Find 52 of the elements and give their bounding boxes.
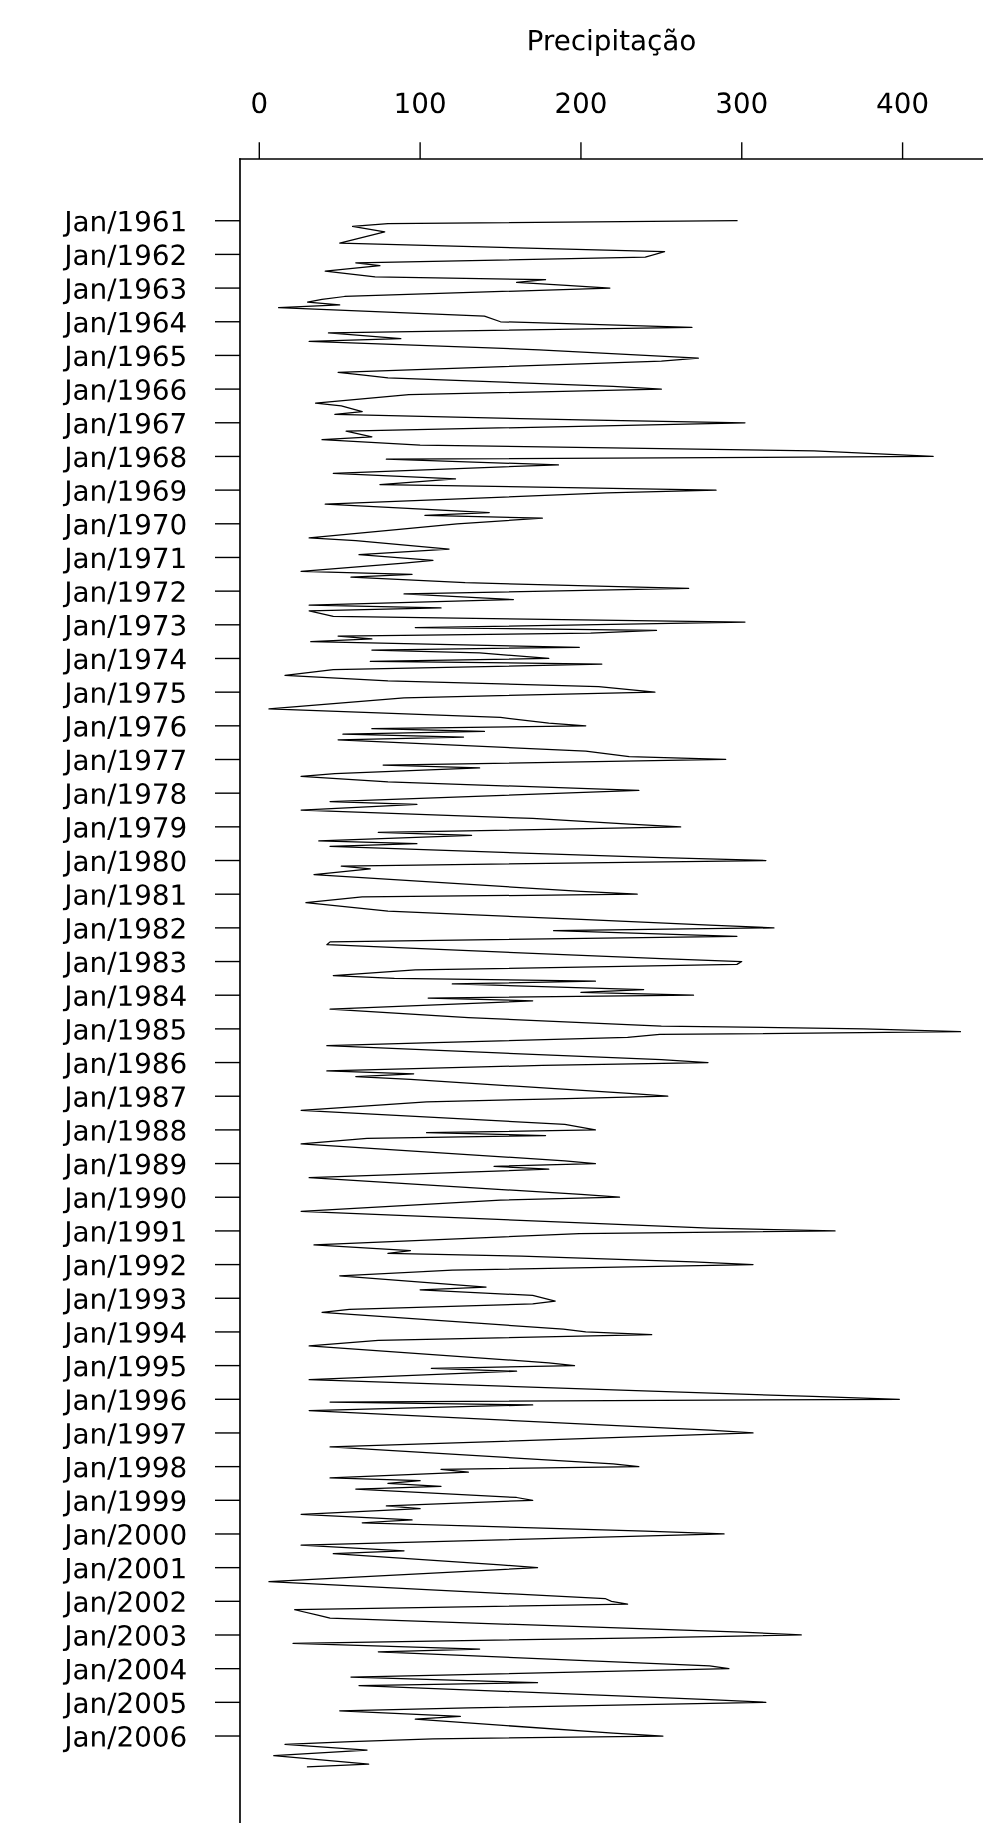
- y-tick-label: Jan/1992: [62, 1254, 185, 1281]
- y-tick-label: Jan/1993: [62, 1288, 185, 1315]
- y-tick-label: Jan/1989: [62, 1153, 186, 1180]
- y-tick-label: Jan/1999: [62, 1490, 186, 1517]
- y-tick-label: Jan/1972: [62, 581, 185, 608]
- x-tick-label: 300: [717, 92, 767, 114]
- y-tick-label: Jan/2000: [62, 1523, 186, 1551]
- y-tick-label: Jan/1964: [62, 311, 186, 338]
- y-tick-label: Jan/1973: [62, 614, 185, 641]
- y-tick-label: Jan/1968: [62, 446, 186, 473]
- y-tick-label: Jan/1970: [62, 513, 186, 540]
- y-tick-label: Jan/1975: [62, 682, 185, 709]
- y-tick-label: Jan/1966: [62, 379, 186, 406]
- y-tick-label: Jan/2003: [62, 1624, 185, 1652]
- y-tick-label: Jan/1991: [62, 1220, 185, 1248]
- y-tick-label: Jan/1984: [62, 985, 186, 1012]
- y-tick-label: Jan/1982: [62, 917, 185, 944]
- y-tick-label: Jan/1971: [62, 547, 185, 574]
- y-tick-label: Jan/1998: [62, 1456, 186, 1483]
- y-tick-label: Jan/1987: [62, 1086, 185, 1113]
- y-tick-label: Jan/1985: [62, 1018, 185, 1045]
- y-tick-label: Jan/1981: [62, 884, 185, 911]
- y-tick-label: Jan/1980: [62, 850, 186, 877]
- y-tick-label: Jan/1995: [62, 1355, 185, 1382]
- y-tick-label: Jan/1969: [62, 480, 186, 507]
- y-tick-label: Jan/2001: [62, 1557, 185, 1584]
- x-tick-label: 400: [877, 92, 928, 114]
- y-tick-label: Jan/2005: [62, 1692, 185, 1719]
- y-tick-label: Jan/2004: [62, 1658, 186, 1685]
- y-tick-label: Jan/1976: [62, 715, 186, 742]
- y-tick-label: Jan/1983: [62, 951, 185, 978]
- y-tick-label: Jan/1996: [62, 1389, 186, 1416]
- y-tick-label: Jan/2002: [62, 1591, 185, 1618]
- y-tick-label: Jan/1979: [62, 816, 186, 843]
- y-tick-label: Jan/2006: [62, 1725, 186, 1753]
- y-tick-label: Jan/1963: [62, 278, 185, 305]
- x-tick-label: 0: [252, 92, 267, 114]
- x-tick-label: 200: [556, 92, 606, 114]
- y-tick-label: Jan/1974: [62, 648, 186, 675]
- y-tick-label: Jan/1978: [62, 783, 186, 810]
- y-tick-label: Jan/1962: [62, 244, 185, 271]
- y-tick-label: Jan/1990: [62, 1187, 186, 1214]
- y-tick-label: Jan/1997: [62, 1422, 185, 1450]
- y-tick-label: Jan/1988: [62, 1119, 186, 1147]
- y-tick-label: Jan/1965: [62, 345, 185, 372]
- y-tick-label: Jan/1994: [62, 1321, 186, 1349]
- y-tick-label: Jan/1986: [62, 1052, 186, 1079]
- y-tick-label: Jan/1961: [62, 210, 185, 237]
- x-tick-label: 100: [396, 92, 445, 114]
- x-axis-title: Precipitação: [529, 28, 695, 56]
- y-tick-label: Jan/1967: [62, 412, 185, 439]
- y-tick-label: Jan/1977: [62, 749, 185, 776]
